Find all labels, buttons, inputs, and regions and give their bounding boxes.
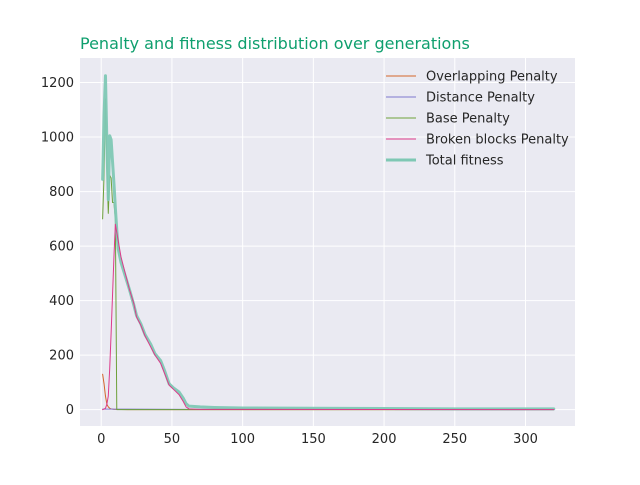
y-tick-label-1000: 1000 [41,131,74,146]
tick-labels: 0 50 100 150 200 250 300 0 200 400 600 800 1000 1200 [41,76,538,447]
x-tick-label-200: 200 [372,432,397,447]
legend-label-base-penalty: Base Penalty [426,112,510,127]
y-tick-label-1200: 1200 [41,76,74,91]
legend-label-broken-blocks-penalty: Broken blocks Penalty [426,133,569,148]
x-tick-label-250: 250 [442,432,467,447]
y-tick-label-0: 0 [66,403,74,418]
legend-label-overlapping-penalty: Overlapping Penalty [426,70,558,85]
x-tick-label-300: 300 [513,432,538,447]
chart-title: Penalty and fitness distribution over ge… [80,34,470,53]
x-tick-label-50: 50 [164,432,181,447]
legend-label-total-fitness: Total fitness [425,154,504,169]
x-tick-label-0: 0 [97,432,105,447]
y-tick-label-400: 400 [49,294,74,309]
y-tick-label-200: 200 [49,349,74,364]
x-tick-label-150: 150 [301,432,326,447]
y-tick-label-600: 600 [49,240,74,255]
series-lines [101,74,556,411]
x-tick-label-100: 100 [230,432,255,447]
y-tick-label-800: 800 [49,185,74,200]
legend: Overlapping Penalty Distance Penalty Base … [386,70,569,169]
series-line-broken-blocks-penalty [102,223,555,411]
legend-label-distance-penalty: Distance Penalty [426,91,535,106]
